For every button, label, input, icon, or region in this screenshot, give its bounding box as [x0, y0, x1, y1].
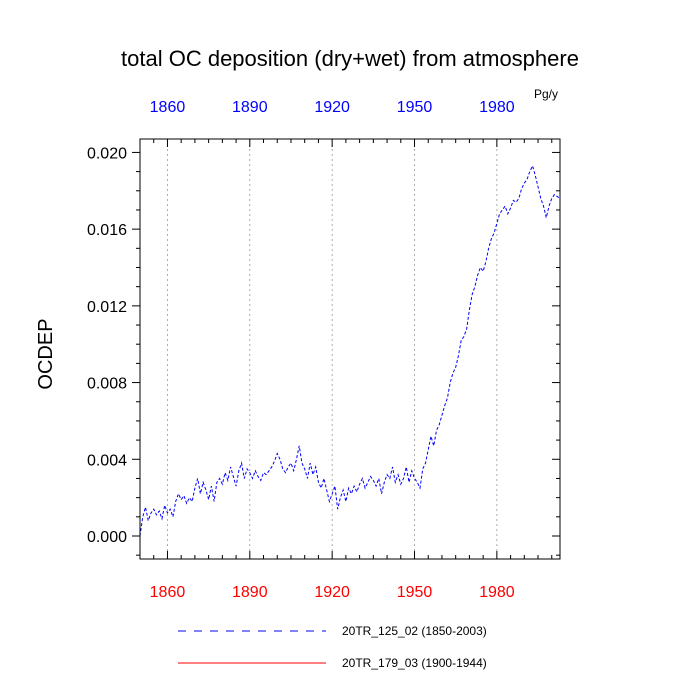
x-tick-label-top: 1920	[314, 99, 350, 116]
legend: 20TR_125_02 (1850-2003) 20TR_179_03 (1900…	[178, 624, 487, 670]
gridlines	[167, 139, 498, 559]
x-tick-label-bottom: 1950	[397, 584, 433, 601]
x-tick-label-bottom: 1980	[479, 584, 515, 601]
x-tick-label-bottom: 1890	[232, 584, 268, 601]
y-axis-label: OCDEP	[35, 318, 57, 389]
y-tick-label: 0.004	[87, 452, 127, 469]
y-tick-label: 0.020	[87, 145, 127, 162]
x-tick-label-top: 1860	[150, 99, 186, 116]
plot-frame	[139, 138, 561, 560]
y-tick-label: 0.012	[87, 299, 127, 316]
legend-label-0: 20TR_125_02 (1850-2003)	[342, 624, 487, 638]
x-tick-label-top: 1950	[397, 99, 433, 116]
y-tick-label: 0.008	[87, 376, 127, 393]
x-tick-label-top: 1890	[232, 99, 268, 116]
series-group	[139, 164, 561, 537]
units-label: Pg/y	[534, 87, 558, 101]
ticks: 1860 1860 1890 1890 1920 1920 1950 1950 1980 1980…	[87, 99, 560, 601]
chart-title: total OC deposition (dry+wet) from atmos…	[121, 46, 579, 71]
legend-label-1: 20TR_179_03 (1900-1944)	[342, 656, 487, 670]
series-line-0	[139, 164, 561, 537]
x-tick-label-bottom: 1920	[314, 584, 350, 601]
axes	[139, 138, 561, 560]
x-tick-label-top: 1980	[479, 99, 515, 116]
y-tick-label: 0.000	[87, 529, 127, 546]
x-tick-label-bottom: 1860	[150, 584, 186, 601]
y-tick-label: 0.016	[87, 222, 127, 239]
